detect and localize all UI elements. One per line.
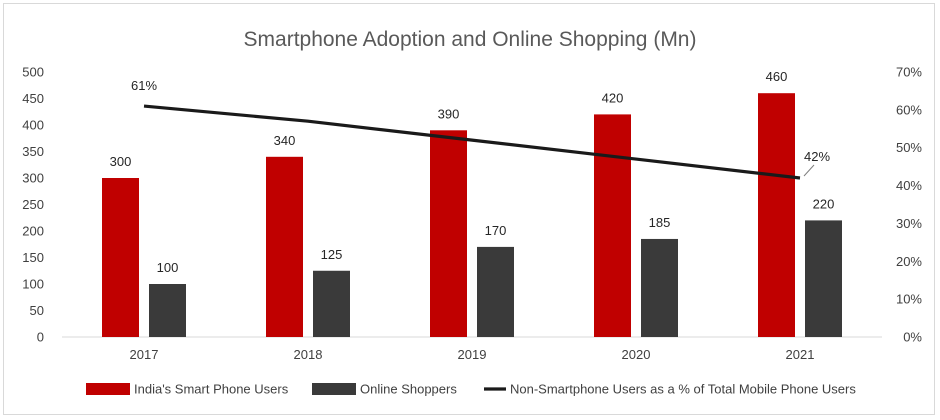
line-data-label: 61% [131,78,157,93]
y-left-tick-label: 0 [37,330,44,345]
y-right-tick-label: 60% [896,102,922,117]
legend-swatch [312,383,356,395]
x-tick-label: 2020 [622,347,651,362]
y-left-tick-label: 500 [22,65,44,80]
y-left-tick-label: 300 [22,171,44,186]
chart-title: Smartphone Adoption and Online Shopping … [244,28,697,51]
y-right-tick-label: 20% [896,254,922,269]
y-right-tick-label: 50% [896,140,922,155]
legend-label: India's Smart Phone Users [134,382,289,397]
bar-data-label: 100 [157,260,179,275]
line-series [143,104,801,180]
legend-label: Online Shoppers [360,382,457,397]
bar-data-label: 125 [321,247,343,262]
bar-data-label: 420 [602,90,624,105]
bar [313,270,350,337]
bar-data-label: 170 [485,223,507,238]
y-left-tick-label: 450 [22,91,44,106]
y-left-tick-label: 350 [22,144,44,159]
bar [149,284,186,337]
y-left-tick-label: 400 [22,118,44,133]
bar-data-label: 340 [274,133,296,148]
legend: India's Smart Phone Users Online Shoppers… [86,382,856,397]
bar [266,156,303,337]
line-layer [143,104,801,180]
legend-label: Non-Smartphone Users as a % of Total Mob… [510,382,856,397]
bar [594,114,631,338]
legend-swatch [86,383,130,395]
y-right-tick-label: 10% [896,292,922,307]
y-left-tick-label: 50 [30,303,44,318]
bar [477,246,514,337]
axes: 0 50 100 150 200 250 300 350 400 450 500 0% 10% 20% 30… [22,65,922,363]
y-right-tick-label: 30% [896,216,922,231]
y-right-tick-label: 40% [896,178,922,193]
bar-data-label: 220 [813,196,835,211]
x-tick-label: 2018 [294,347,323,362]
y-right-tick-label: 0% [903,330,922,345]
y-right-tick-label: 70% [896,65,922,80]
leader-line [803,164,815,177]
bar-data-label: 300 [110,154,132,169]
data-labels: 300 100 340 125 390 170 420 185 460 220 61% 42% [110,69,835,275]
bar [641,238,678,337]
bar-data-label: 390 [438,106,460,121]
x-tick-label: 2021 [786,347,815,362]
bar [102,178,139,337]
y-left-tick-label: 250 [22,197,44,212]
bar-data-label: 460 [766,69,788,84]
bar [805,220,842,337]
bars [102,93,842,338]
x-tick-label: 2019 [458,347,487,362]
y-left-tick-label: 150 [22,250,44,265]
y-left-tick-label: 100 [22,277,44,292]
y-left-tick-label: 200 [22,224,44,239]
x-tick-label: 2017 [130,347,159,362]
bar [430,130,467,337]
line-data-label: 42% [804,149,830,164]
bar [758,93,795,337]
bar-data-label: 185 [649,215,671,230]
